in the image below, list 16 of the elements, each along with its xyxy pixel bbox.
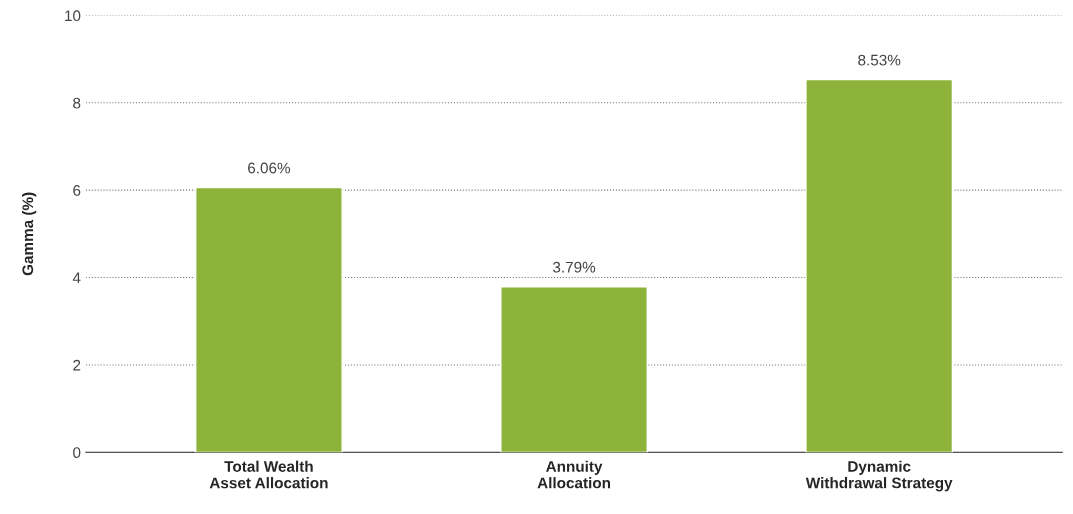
bar <box>500 286 648 453</box>
x-tick-label: Total Wealth Asset Allocation <box>209 460 328 489</box>
y-tick-label: 8 <box>73 97 81 109</box>
x-tick-label: Annuity Allocation <box>537 460 611 489</box>
data-label: 8.53% <box>858 54 901 66</box>
x-tick-label: Dynamic Withdrawal Strategy <box>805 460 953 492</box>
bar <box>194 186 343 453</box>
y-tick-label: 4 <box>72 272 81 284</box>
y-tick-label: 0 <box>73 447 81 459</box>
y-axis-title: Gamma (%) <box>21 192 37 276</box>
data-label: 3.79% <box>552 261 596 273</box>
y-tick-label: 6 <box>73 185 81 196</box>
data-label: 6.06% <box>248 162 291 174</box>
y-tick-label: 2 <box>73 359 81 371</box>
bar <box>805 78 954 453</box>
y-tick-label: 10 <box>65 10 81 22</box>
